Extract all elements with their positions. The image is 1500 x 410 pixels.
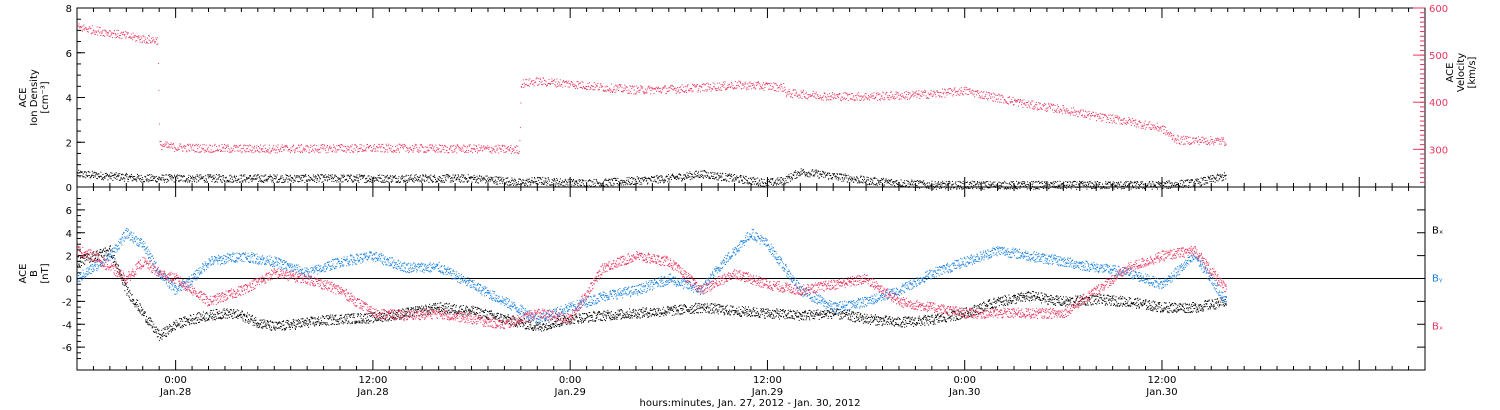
field-axis-label: B — [29, 270, 40, 277]
velocity-tick-label: 400 — [1429, 98, 1448, 109]
x-tick-date-label: Jan.28 — [356, 387, 388, 398]
x-tick-date-label: Jan.30 — [1145, 387, 1177, 398]
x-tick-date-label: Jan.30 — [948, 387, 980, 398]
field-points-bx — [77, 245, 1228, 341]
field-points-bz — [77, 245, 1228, 330]
density-tick-label: 6 — [66, 49, 72, 60]
x-tick-date-label: Jan.28 — [159, 387, 191, 398]
x-tick-time-label: 12:00 — [753, 375, 782, 386]
density-tick-label: 0 — [66, 183, 72, 194]
x-tick-time-label: 12:00 — [1148, 375, 1177, 386]
ion-density-points — [77, 168, 1227, 190]
legend-entry-bz: Bₓ — [1432, 322, 1443, 333]
field-tick-label: -4 — [62, 320, 72, 331]
field-axis-label: ACE — [18, 264, 29, 284]
x-tick-time-label: 0:00 — [164, 375, 186, 386]
field-tick-label: 2 — [66, 252, 72, 263]
x-tick-date-label: Jan.29 — [751, 387, 783, 398]
field-tick-label: 6 — [66, 206, 72, 217]
field-tick-label: 4 — [66, 229, 72, 240]
velocity-points — [77, 23, 1227, 155]
velocity-axis-label: [km/s] — [1467, 56, 1478, 88]
magnetic-field-panel: -6 -4 -2 0 2 4 6 ACE B [nT] Bₓ Bᵧ Bₓ — [18, 186, 1443, 371]
density-axis-label: [cm⁻³] — [40, 81, 51, 113]
field-axis-label: [nT] — [40, 263, 51, 283]
density-axis-label: Ion Density — [29, 69, 40, 126]
density-tick-label: 8 — [66, 4, 72, 15]
time-axis: 0:00Jan.2812:00Jan.280:00Jan.2912:00Jan.… — [76, 8, 1426, 398]
x-tick-time-label: 0:00 — [559, 375, 581, 386]
velocity-axis-label: ACE — [1445, 63, 1456, 83]
velocity-tick-label: 500 — [1429, 51, 1448, 62]
field-tick-label: -2 — [62, 297, 72, 308]
field-tick-label: -6 — [62, 343, 72, 354]
density-tick-label: 4 — [66, 94, 72, 105]
velocity-tick-label: 600 — [1429, 4, 1448, 15]
field-tick-label: 0 — [66, 275, 72, 286]
velocity-tick-label: 300 — [1429, 145, 1448, 156]
x-tick-time-label: 12:00 — [358, 375, 387, 386]
x-tick-time-label: 0:00 — [953, 375, 975, 386]
field-points-by — [77, 228, 1228, 324]
density-axis-label: ACE — [18, 88, 29, 108]
legend-entry-bx: Bₓ — [1432, 225, 1443, 236]
density-tick-label: 2 — [66, 138, 72, 149]
legend-entry-by: Bᵧ — [1432, 274, 1443, 285]
velocity-axis-label: Velocity — [1456, 53, 1467, 92]
top-panel-frame — [76, 7, 1426, 188]
x-tick-date-label: Jan.29 — [554, 387, 586, 398]
x-axis-label: hours:minutes, Jan. 27, 2012 - Jan. 30, … — [640, 398, 861, 409]
